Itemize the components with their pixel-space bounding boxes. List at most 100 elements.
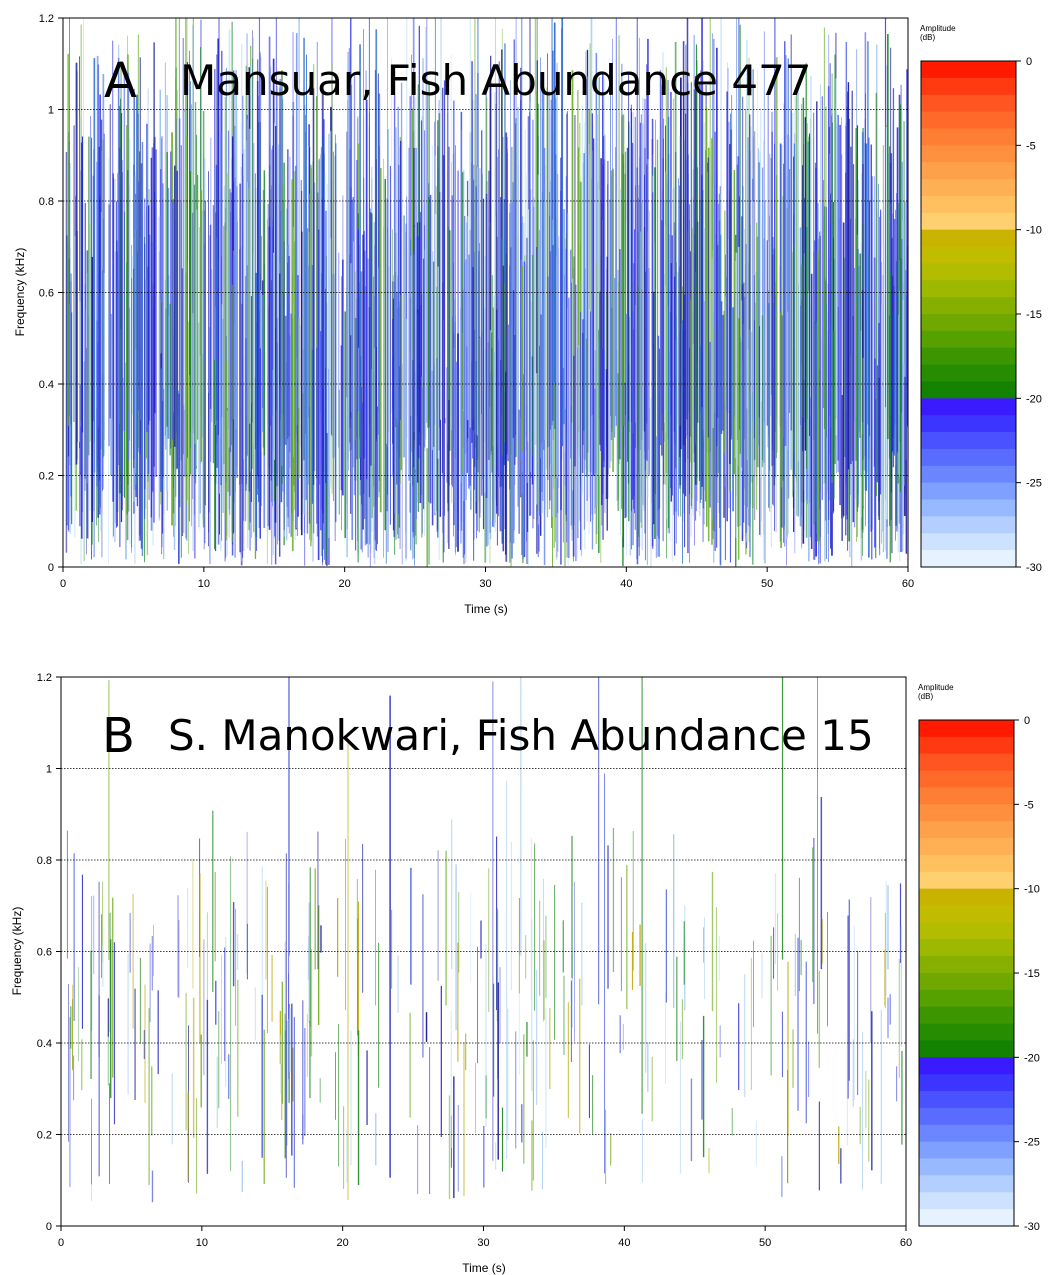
spectrogram-streak (113, 177, 114, 537)
spectrogram-streak (426, 18, 428, 423)
spectrogram-streak (440, 18, 442, 420)
spectrogram-streak (478, 338, 480, 533)
spectrogram-streak (566, 113, 568, 543)
spectrogram-streak (148, 205, 150, 425)
spectrogram-streak (73, 1055, 75, 1101)
spectrogram-streak (567, 1002, 569, 1118)
spectrogram-streak (206, 912, 208, 1046)
spectrogram-streak (883, 244, 886, 549)
spectrogram-streak (770, 158, 772, 416)
spectrogram-streak (543, 940, 545, 1020)
spectrogram-streak (901, 1051, 903, 1145)
spectrogram-streak (317, 229, 320, 561)
spectrogram-streak (723, 310, 725, 453)
spectrogram-streak (865, 93, 866, 527)
spectrogram-streak (641, 1119, 643, 1183)
spectrogram-streak (510, 841, 512, 991)
spectrogram-streak (606, 292, 607, 440)
spectrogram-streak (153, 924, 154, 976)
colorbar-band (919, 804, 1014, 822)
spectrogram-streak (488, 170, 490, 460)
spectrogram-streak (199, 355, 201, 532)
spectrogram-streak (421, 116, 423, 538)
spectrogram-streak (91, 1098, 92, 1185)
spectrogram-streak (171, 1073, 173, 1145)
spectrogram-streak (426, 448, 428, 567)
spectrogram-streak (605, 1109, 607, 1184)
spectrogram-streak (482, 198, 485, 530)
spectrogram-streak (520, 99, 522, 418)
spectrogram-streak (351, 199, 354, 540)
spectrogram-streak (489, 222, 491, 564)
spectrogram-streak (702, 406, 704, 542)
spectrogram-streak (375, 1113, 377, 1166)
spectrogram-streak (212, 810, 214, 992)
spectrogram-streak (195, 209, 198, 467)
x-tick-label: 50 (761, 578, 773, 590)
spectrogram-streak (304, 1028, 306, 1136)
spectrogram-streak (871, 1011, 873, 1171)
spectrogram-streak (626, 147, 629, 462)
spectrogram-streak (847, 915, 849, 1099)
spectrogram-streak (363, 231, 365, 459)
spectrogram-streak (307, 936, 310, 980)
spectrogram-streak (643, 257, 645, 507)
spectrogram-streak (588, 1044, 590, 1119)
spectrogram-streak (837, 114, 839, 461)
colorbar-band (919, 736, 1014, 755)
spectrogram-streak (719, 234, 722, 566)
spectrogram-streak (259, 348, 261, 539)
spectrogram-streak (898, 314, 899, 475)
spectrogram-streak (375, 217, 377, 506)
spectrogram-streak (558, 236, 560, 488)
spectrogram-streak (887, 997, 889, 1038)
y-axis-label-a: Frequency (kHz) (13, 248, 27, 337)
spectrogram-streak (781, 677, 784, 960)
colorbar-tick-label: -15 (1026, 309, 1042, 321)
spectrogram-streak (194, 184, 196, 480)
spectrogram-streak (128, 307, 131, 441)
colorbar-band (921, 465, 1016, 484)
spectrogram-streak (574, 881, 575, 1042)
spectrogram-streak (187, 1091, 189, 1182)
colorbar-band (921, 347, 1016, 365)
spectrogram-streak (851, 146, 853, 567)
spectrogram-streak (626, 865, 628, 1009)
spectrogram-streak (477, 166, 478, 436)
spectrogram-streak (91, 256, 94, 522)
spectrogram-streak (132, 894, 134, 1029)
colorbar-tick-label: -25 (1026, 478, 1042, 490)
spectrogram-streak (896, 1066, 898, 1102)
spectrogram-streak (221, 50, 223, 418)
spectrogram-streak (619, 249, 621, 460)
spectrogram-streak (612, 828, 615, 972)
spectrogram-streak (79, 56, 80, 449)
colorbar-band (919, 1006, 1014, 1024)
spectrogram-streak (70, 1006, 72, 1049)
spectrogram-streak (604, 134, 606, 513)
spectrogram-streak (119, 147, 121, 548)
spectrogram-streak (250, 64, 252, 418)
spectrogram-streak (521, 265, 523, 451)
spectrogram-streak (357, 1030, 360, 1185)
spectrogram-streak (555, 98, 557, 518)
spectrogram-streak (728, 121, 730, 509)
spectrogram-streak (809, 397, 812, 537)
spectrogram-streak (386, 198, 388, 512)
spectrogram-streak (455, 145, 456, 459)
spectrogram-streak (356, 160, 358, 460)
y-tick-label: 1.2 (39, 13, 54, 25)
spectrogram-streak (246, 33, 248, 457)
spectrogram-streak (448, 1095, 451, 1200)
spectrogram-streak (305, 115, 306, 434)
spectrogram-streak (316, 185, 318, 537)
spectrogram-streak (474, 329, 476, 467)
spectrogram-streak (591, 414, 594, 550)
spectrogram-streak (829, 324, 831, 545)
spectrogram-streak (805, 63, 808, 469)
spectrogram-streak (448, 400, 450, 549)
spectrogram-streak (149, 943, 151, 1023)
spectrogram-streak (434, 121, 435, 425)
spectrogram-streak (227, 172, 229, 492)
y-tick-label: 0 (46, 1221, 52, 1233)
